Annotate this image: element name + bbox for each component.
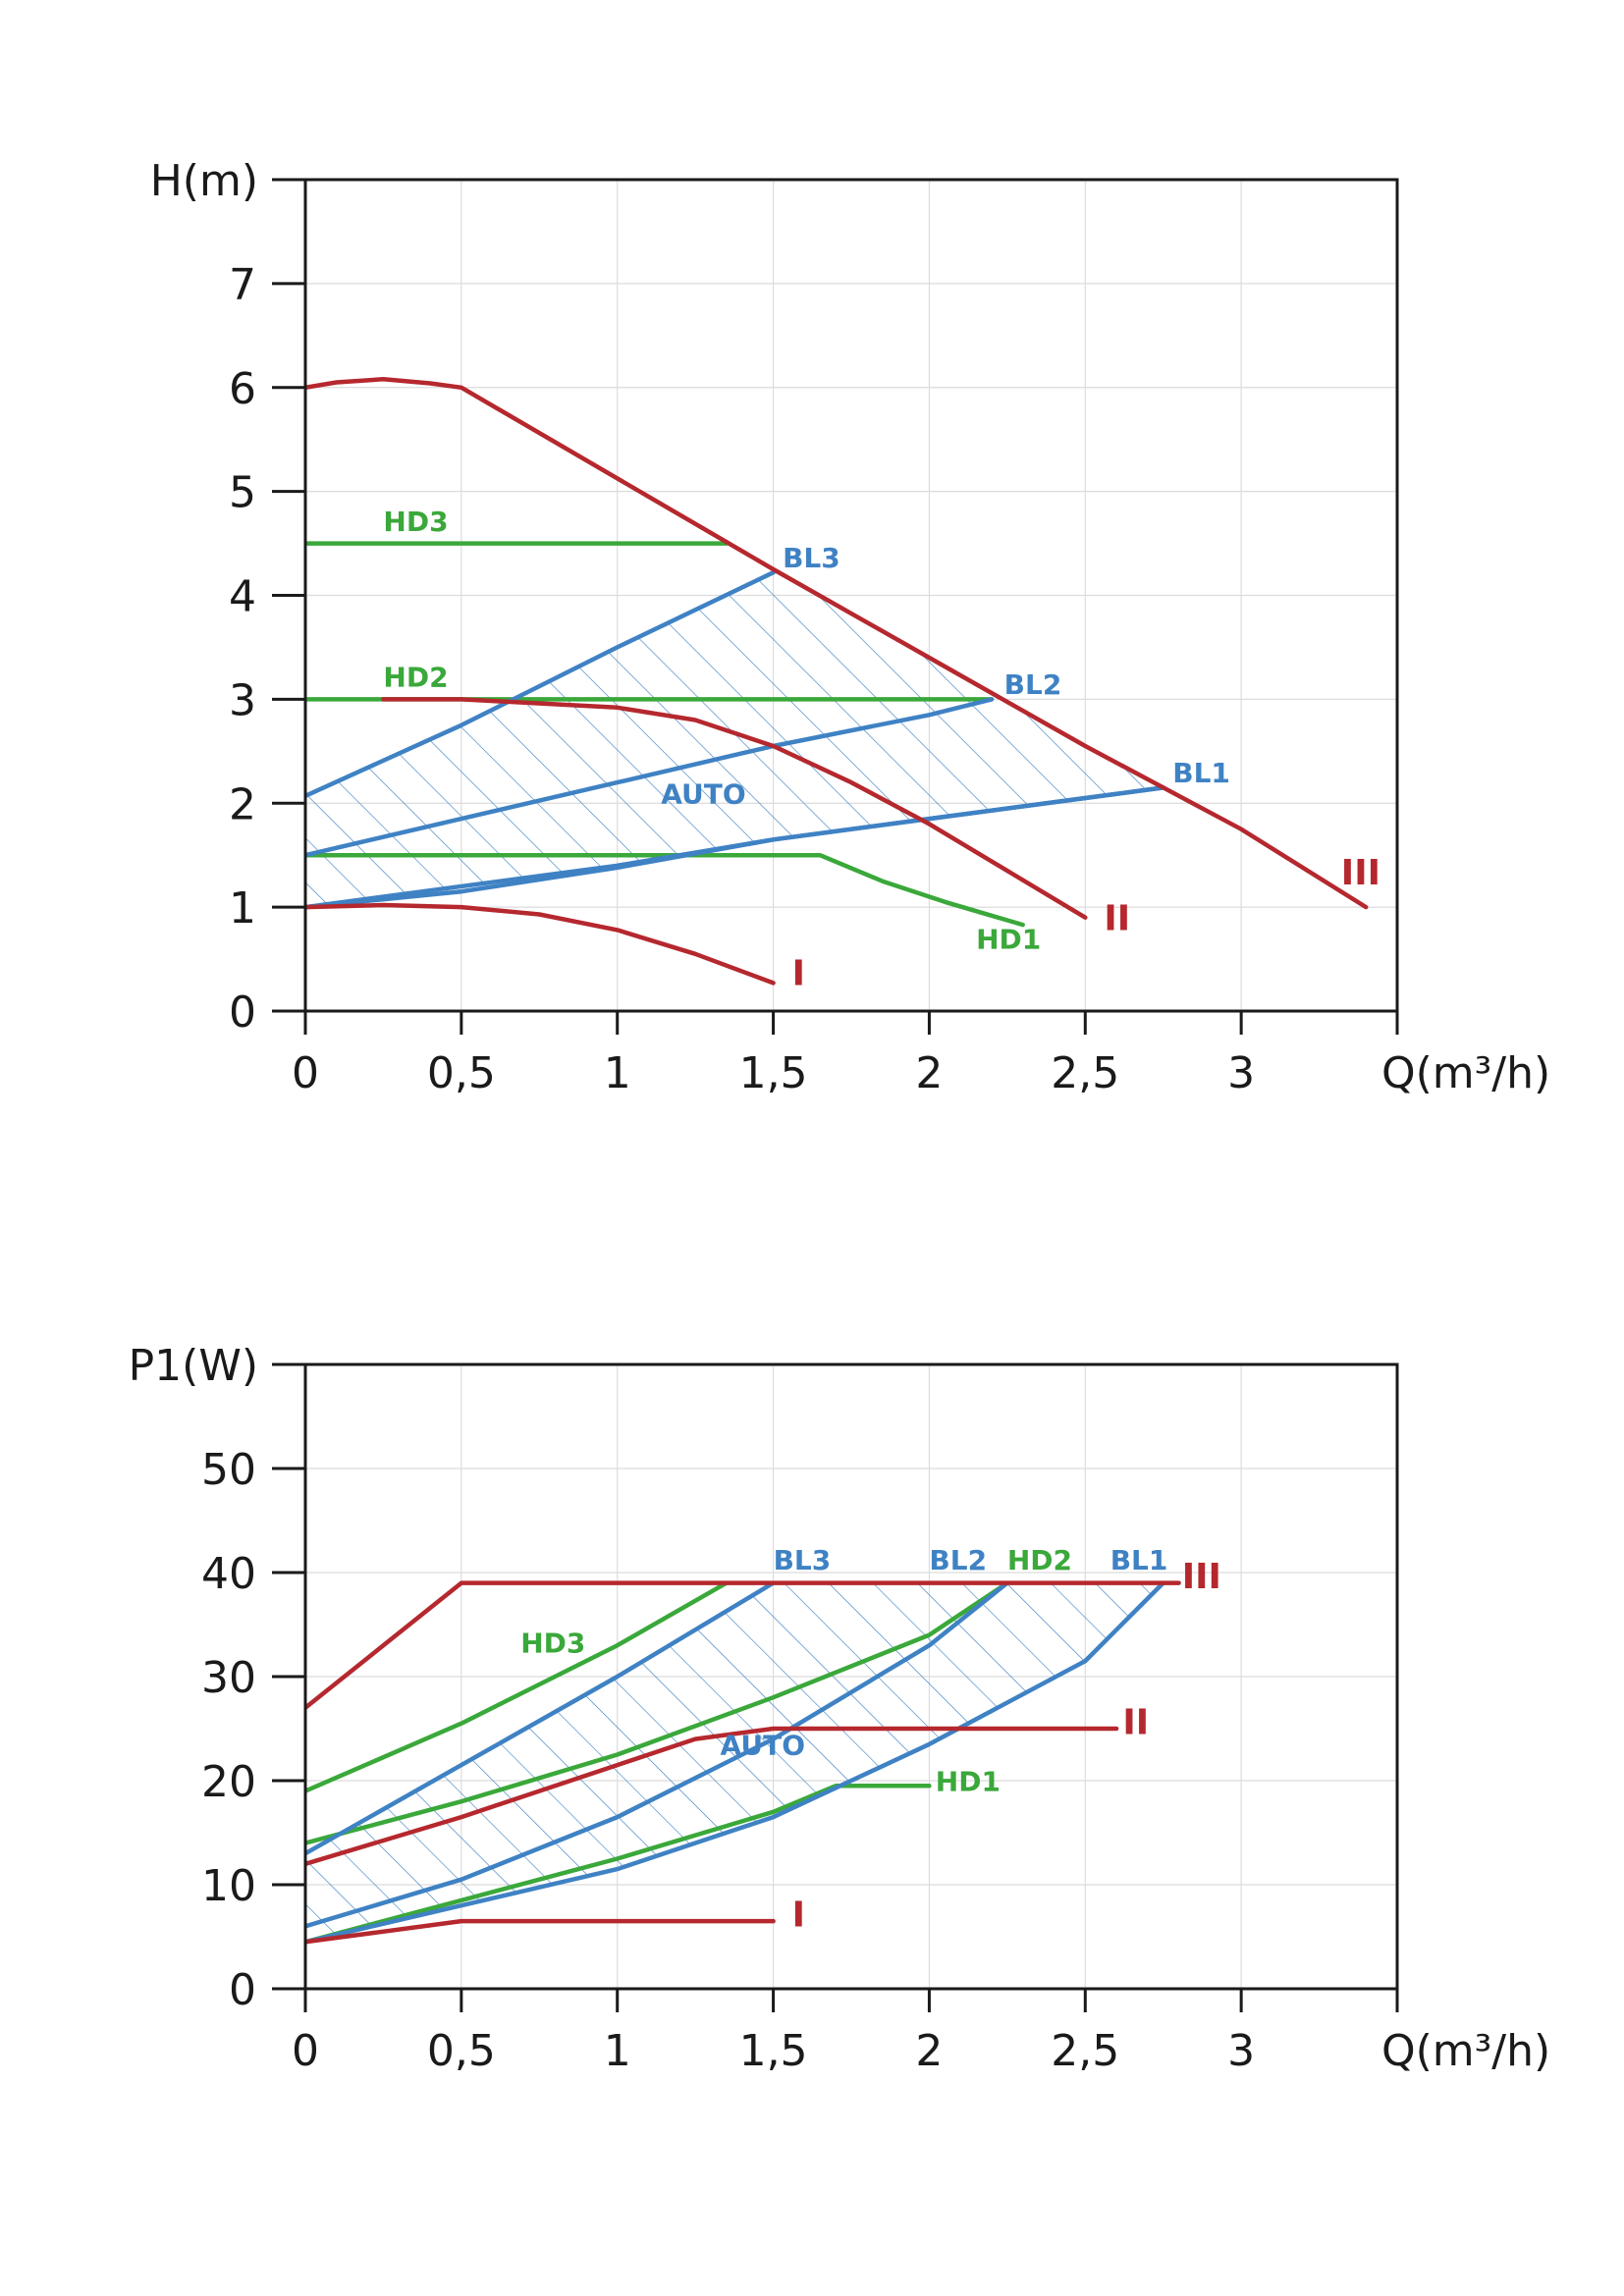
x-tick-label: 2 xyxy=(915,2026,943,2076)
series-line-i xyxy=(305,902,776,986)
x-tick-label: 2 xyxy=(915,1048,943,1098)
curve-label-iii: III xyxy=(1341,853,1380,893)
auto-hatched-region xyxy=(305,1582,1164,1943)
series-line-bl1 xyxy=(305,1580,1165,1945)
series-line-ii xyxy=(305,1726,1119,1867)
curve-label-bl2: BL2 xyxy=(1004,668,1062,701)
x-tick-label: 2,5 xyxy=(1051,2026,1119,2076)
y-axis-label: P1(W) xyxy=(129,1341,258,1391)
y-tick-label: 40 xyxy=(201,1549,256,1599)
x-tick-label: 1 xyxy=(604,1048,631,1098)
y-tick-label: 3 xyxy=(229,675,256,725)
y-tick-label: 30 xyxy=(201,1653,256,1703)
curve-label-hd1: HD1 xyxy=(936,1766,1001,1798)
y-tick-label: 4 xyxy=(229,572,256,622)
y-tick-label: 20 xyxy=(201,1757,256,1807)
series-line-i xyxy=(305,1918,776,1945)
y-tick-label: 0 xyxy=(229,988,256,1038)
series-line-bl3 xyxy=(305,569,776,799)
x-axis-label: Q(m³/h) xyxy=(1381,2026,1550,2076)
curve-label-iii: III xyxy=(1182,1557,1221,1597)
y-tick-label: 1 xyxy=(229,883,256,934)
curve-label-i: I xyxy=(792,954,805,994)
x-tick-label: 2,5 xyxy=(1051,1048,1119,1098)
curve-label-hd1: HD1 xyxy=(976,923,1041,955)
series-line-hd1 xyxy=(305,852,1025,928)
curve-label-bl1: BL1 xyxy=(1110,1544,1168,1576)
x-axis-label: Q(m³/h) xyxy=(1381,1048,1550,1098)
y-tick-label: 6 xyxy=(229,364,256,414)
power-curve-chart: 0 0,5 1 1,5 2 2,5 301020304050P1(W)Q(m³/h)IIII… xyxy=(129,1341,1551,2076)
curve-label-i: I xyxy=(792,1895,805,1935)
curve-label-ii: II xyxy=(1122,1702,1149,1742)
y-tick-label: 10 xyxy=(201,1861,256,1911)
y-axis-label: H(m) xyxy=(150,156,258,206)
x-tick-label: 0,5 xyxy=(427,2026,496,2076)
x-tick-label: 0 xyxy=(292,1048,319,1098)
y-tick-label: 2 xyxy=(229,779,256,829)
curve-label-bl2: BL2 xyxy=(929,1544,987,1576)
y-tick-label: 7 xyxy=(229,260,256,310)
x-tick-label: 0 xyxy=(292,2026,319,2076)
curve-label-bl3: BL3 xyxy=(783,542,840,574)
curve-label-auto: AUTO xyxy=(661,777,745,810)
x-tick-label: 3 xyxy=(1227,2026,1255,2076)
y-tick-label: 5 xyxy=(229,468,256,518)
x-tick-label: 0,5 xyxy=(427,1048,496,1098)
curve-label-hd2: HD2 xyxy=(1007,1544,1072,1576)
x-tick-label: 1,5 xyxy=(739,2026,808,2076)
curve-label-auto: AUTO xyxy=(721,1730,805,1762)
series-line-iii xyxy=(305,1580,1181,1711)
curve-label-hd2: HD2 xyxy=(383,662,448,694)
series-line-ii xyxy=(381,697,1088,920)
x-tick-label: 1 xyxy=(604,2026,631,2076)
auto-hatched-region xyxy=(305,569,1164,908)
series-line-bl3 xyxy=(305,1580,776,1856)
series-line-hd2 xyxy=(305,1580,1010,1845)
curve-label-hd3: HD3 xyxy=(383,506,448,538)
x-tick-label: 3 xyxy=(1227,1048,1255,1098)
series-line-bl2 xyxy=(305,1580,1010,1929)
curve-label-hd3: HD3 xyxy=(520,1628,585,1660)
curve-label-bl1: BL1 xyxy=(1172,757,1230,789)
series-line-auto-lower xyxy=(305,785,1165,910)
curve-label-bl3: BL3 xyxy=(774,1544,832,1576)
y-tick-label: 50 xyxy=(201,1445,256,1495)
series-line-hd3 xyxy=(305,1580,730,1793)
curve-label-ii: II xyxy=(1104,898,1130,938)
series-line-bl2 xyxy=(305,697,995,858)
x-tick-label: 1,5 xyxy=(739,1048,808,1098)
y-tick-label: 0 xyxy=(229,1965,256,2015)
series-line-hd1 xyxy=(305,1784,932,1945)
head-curve-chart: 0 0,5 1 1,5 2 2,5 301234567H(m)Q(m³/h)IIIIIIHD… xyxy=(150,156,1550,1098)
series-line-iii xyxy=(305,377,1369,910)
